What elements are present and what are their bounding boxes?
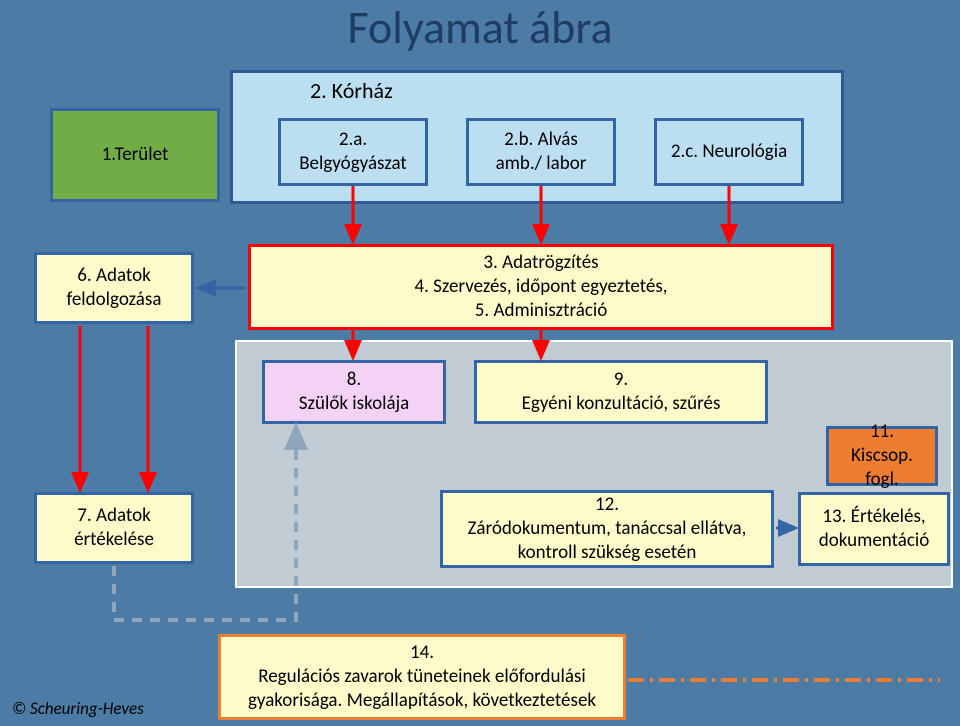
node-ertekeles7-text: 7. Adatok értékelése [47, 504, 181, 552]
node-terulet-text: 1.Terület [102, 143, 169, 167]
node-alvas: 2.b. Alvás amb./ labor [466, 118, 616, 186]
node-alvas-text: 2.b. Alvás amb./ labor [479, 128, 603, 176]
copyright: © Scheuring-Heves [2, 696, 182, 722]
node-regul-text: 14. Regulációs zavarok tüneteinek előfor… [231, 641, 613, 712]
copyright-text: © Scheuring-Heves [12, 698, 144, 719]
node-regul: 14. Regulációs zavarok tüneteinek előfor… [218, 634, 626, 720]
node-adatrog: 3. Adatrögzítés 4. Szervezés, időpont eg… [248, 244, 834, 330]
hospital-label-text: 2. Kórház [310, 77, 393, 105]
node-ertekeles13-text: 13. Értékelés, dokumentáció [811, 505, 937, 553]
node-adatrog-text: 3. Adatrögzítés 4. Szervezés, időpont eg… [414, 251, 667, 322]
node-neuro: 2.c. Neurológia [654, 118, 804, 186]
node-kiscsop: 11. Kiscsop. fogl. [826, 426, 938, 486]
diagram-stage: 2. Kórház Folyamat ábra © Scheuring-Heves 1… [0, 0, 960, 726]
node-szulok-text: 8. Szülők iskolája [299, 368, 409, 416]
node-ertekeles13: 13. Értékelés, dokumentáció [798, 492, 950, 566]
node-feldolg-text: 6. Adatok feldolgozása [47, 264, 181, 312]
diagram-title-text: Folyamat ábra [348, 0, 613, 58]
node-belgy: 2.a. Belgyógyászat [278, 118, 428, 186]
hospital-label: 2. Kórház [300, 76, 460, 106]
node-neuro-text: 2.c. Neurológia [671, 140, 787, 164]
node-kiscsop-text: 11. Kiscsop. fogl. [839, 420, 925, 491]
node-belgy-text: 2.a. Belgyógyászat [291, 128, 415, 176]
diagram-title: Folyamat ábra [160, 0, 800, 58]
node-egyeni: 9. Egyéni konzultáció, szűrés [474, 360, 768, 424]
node-feldolg: 6. Adatok feldolgozása [34, 252, 194, 324]
node-terulet: 1.Terület [50, 108, 220, 202]
node-zaro: 12. Záródokumentum, tanáccsal ellátva, k… [440, 490, 774, 568]
node-ertekeles7: 7. Adatok értékelése [34, 492, 194, 564]
node-szulok: 8. Szülők iskolája [262, 360, 446, 424]
node-zaro-text: 12. Záródokumentum, tanáccsal ellátva, k… [453, 493, 761, 564]
node-egyeni-text: 9. Egyéni konzultáció, szűrés [522, 368, 721, 416]
